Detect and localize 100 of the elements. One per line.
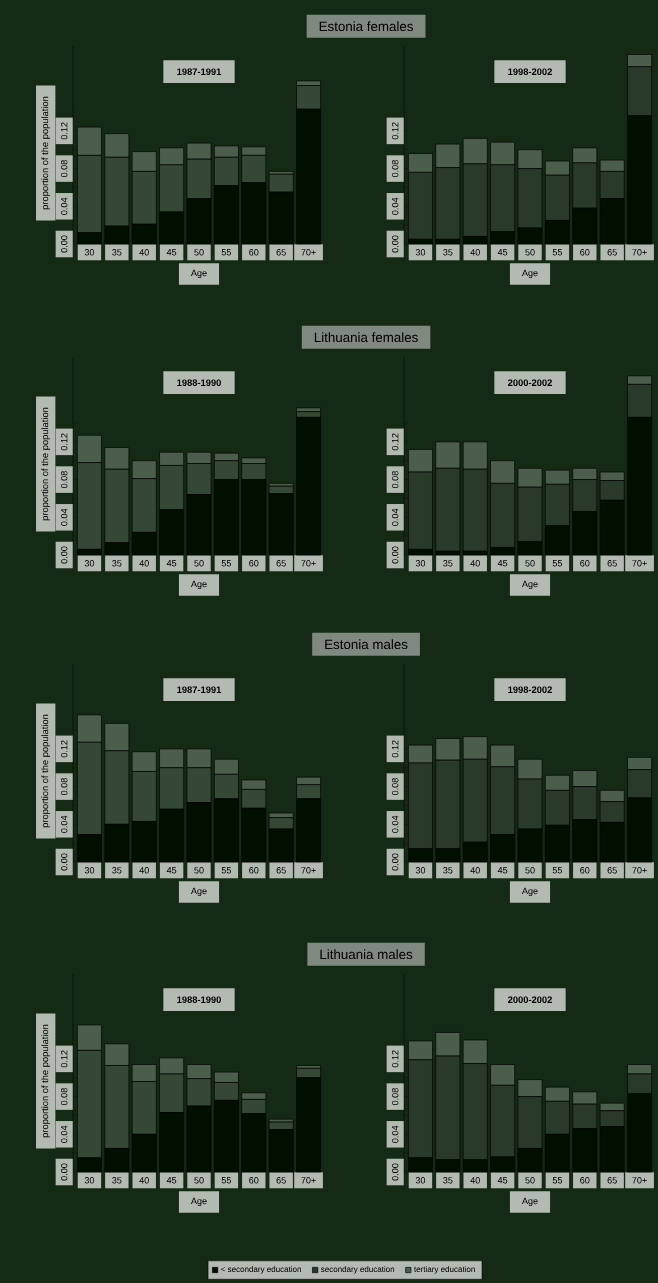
y-tick-label: 0.12 [60,740,68,758]
x-tick-label: 30 [84,1177,95,1184]
x-axis-title: Age [521,580,538,589]
x-tick-label: 35 [443,249,453,256]
y-tick-label: 0.04 [391,815,399,833]
x-axis-title: Age [521,887,538,896]
x-tick-label: 45 [497,560,508,567]
x-tick-label: 45 [166,1177,177,1184]
y-tick-label: 0.00 [60,235,68,253]
x-tick-label: 45 [497,867,508,874]
x-tick-label: 40 [139,867,149,874]
text: Lithuania males [320,949,413,960]
x-tick-label: 35 [443,560,453,567]
x-tick-label: 60 [249,1177,259,1184]
x-tick-label: 35 [112,1177,122,1184]
x-tick-label: 50 [525,867,535,874]
bar [296,407,321,413]
x-axis-title: Age [521,1197,538,1206]
y-tick-label: 0.00 [391,1163,399,1181]
y-tick-label: 0.12 [60,1050,68,1068]
x-tick-label: 30 [84,560,95,567]
x-tick-label: 65 [607,249,617,256]
y-tick-label: 0.00 [391,853,399,871]
x-tick-label: 50 [194,560,204,567]
x-axis-title: Age [190,269,207,278]
x-tick-label: 30 [415,560,426,567]
x-tick-label: 65 [607,867,617,874]
x-tick-label: 60 [580,249,590,256]
x-tick-label: 65 [276,1177,286,1184]
text: 2000-2002 [507,996,552,1003]
x-axis-title: Age [190,1197,207,1206]
y-tick-label: 0.12 [391,122,399,140]
text: Lithuania females [314,332,418,343]
y-tick-label: 0.04 [60,815,68,833]
y-tick-label: 0.00 [60,853,68,871]
x-tick-label: 45 [166,249,177,256]
x-axis-title: Age [521,269,538,278]
y-axis-title: proportion of the population [41,1024,51,1138]
x-tick-label: 55 [552,249,563,256]
x-tick-label: 40 [139,249,149,256]
y-tick-label: 0.08 [60,778,68,796]
x-tick-label: 50 [525,1177,535,1184]
y-tick-label: 0.00 [60,1163,68,1181]
x-tick-label: 55 [221,867,232,874]
x-tick-label: 60 [580,867,590,874]
y-tick-label: 0.08 [60,160,68,178]
y-axis-title: proportion of the population [41,407,51,521]
y-tick-label: 0.08 [391,471,399,489]
x-tick-label: 70+ [301,249,316,256]
y-tick-label: 0.04 [391,197,399,215]
y-tick-label: 0.12 [60,122,68,140]
y-tick-label: 0.12 [60,433,68,451]
x-tick-label: 30 [84,249,95,256]
y-tick-label: 0.08 [391,1088,399,1106]
x-tick-label: 30 [415,249,426,256]
text: 2000-2002 [508,379,552,386]
x-tick-label: 50 [194,1177,204,1184]
x-tick-label: 70+ [301,1177,316,1184]
x-tick-label: 65 [607,560,617,567]
x-tick-label: 70+ [632,867,647,874]
x-tick-label: 35 [112,560,122,567]
x-tick-label: 50 [194,249,204,256]
text: 1988-1990 [177,996,221,1003]
x-tick-label: 55 [221,560,232,567]
x-tick-label: 30 [415,867,426,874]
x-tick-label: 70+ [632,249,647,256]
x-tick-label: 65 [276,867,286,874]
y-tick-label: 0.08 [391,778,399,796]
y-tick-label: 0.00 [391,546,399,564]
x-tick-label: 60 [249,867,259,874]
x-tick-label: 60 [249,249,259,256]
y-tick-label: 0.08 [60,471,68,489]
x-tick-label: 35 [112,249,122,256]
x-tick-label: 30 [84,867,95,874]
legend-label: secondary education [321,1266,395,1274]
legend-label: tertiary education [414,1266,475,1274]
x-tick-label: 55 [221,249,232,256]
x-tick-label: 35 [443,1177,453,1184]
text: 1998-2002 [508,686,552,693]
legend-label: < secondary education [221,1266,301,1274]
x-tick-label: 45 [166,560,177,567]
x-tick-label: 70+ [632,1177,647,1184]
x-tick-label: 60 [249,560,259,567]
x-tick-label: 70+ [301,867,316,874]
y-tick-label: 0.04 [391,508,399,526]
text: 1987-1991 [177,68,222,75]
x-tick-label: 40 [139,560,149,567]
x-tick-label: 65 [607,1177,617,1184]
y-tick-label: 0.04 [391,1125,399,1143]
x-tick-label: 55 [221,1177,232,1184]
x-tick-label: 50 [194,867,204,874]
x-tick-label: 60 [580,560,590,567]
x-tick-label: 35 [443,867,453,874]
x-tick-label: 40 [139,1177,149,1184]
y-tick-label: 0.04 [60,197,68,215]
text: 1998-2002 [508,68,552,75]
x-tick-label: 70+ [301,560,316,567]
y-tick-label: 0.12 [391,433,399,451]
x-tick-label: 45 [497,249,508,256]
x-axis-title: Age [190,887,207,896]
